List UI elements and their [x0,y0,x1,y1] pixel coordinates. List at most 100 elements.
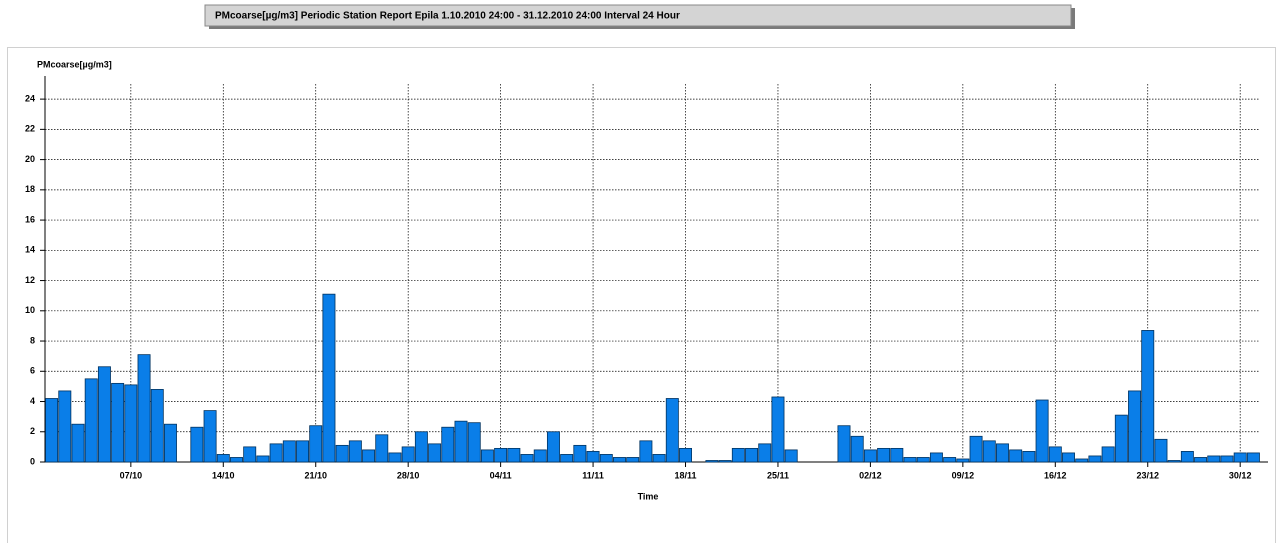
bar [771,396,785,463]
bar [137,354,151,463]
bar [507,447,521,463]
bar [613,457,626,463]
bar [71,423,85,463]
bar [97,366,111,463]
bar [243,446,257,463]
bar [1180,451,1194,463]
bar [1062,452,1075,463]
bar [111,382,125,463]
chart-title: PMcoarse[µg/m3] Periodic Station Report … [215,11,680,22]
bar [1141,330,1155,463]
bar [969,435,983,463]
bar [731,447,745,463]
bar [718,460,732,463]
bar [546,431,560,463]
bar [916,457,930,463]
bar [573,444,587,463]
bar [586,451,600,463]
bar [533,449,547,463]
x-tick-label: 16/12 [1044,470,1067,480]
y-tick-label: 2 [30,426,35,436]
bar [943,457,957,463]
bar [1088,455,1102,463]
bar [84,378,98,463]
bar [335,444,349,463]
x-axis-label: Time [638,491,659,501]
bar [124,384,138,463]
bar [837,425,851,463]
bar [282,440,296,463]
bar [467,422,481,463]
bar [428,443,442,463]
bar [401,446,415,463]
bar [230,457,243,463]
x-tick-label: 11/11 [582,470,604,480]
bar [1194,457,1208,463]
bar [309,425,323,463]
bar [1048,446,1062,463]
x-tick-label: 21/10 [304,470,327,480]
bar [995,443,1009,463]
bar [216,454,230,463]
bar [890,447,904,463]
y-tick-label: 10 [25,305,35,315]
y-tick-label: 14 [25,245,35,255]
y-tick-label: 20 [25,154,35,164]
bar [1233,452,1247,463]
bar [679,447,692,463]
bar [863,449,877,463]
x-tick-label: 18/11 [675,470,697,480]
bar [1154,438,1168,463]
x-tick-label: 04/11 [490,470,512,480]
y-tick-label: 18 [25,184,35,194]
bar [850,435,864,463]
bar [1022,451,1036,463]
y-tick-label: 12 [25,275,35,285]
bar [929,452,943,463]
title-box [204,4,1072,27]
x-tick-label: 30/12 [1229,470,1252,480]
y-tick-label: 16 [25,214,35,224]
x-tick-label: 07/10 [120,470,143,480]
bar [441,426,455,463]
bar [296,440,310,463]
bar [705,460,719,463]
bar [1246,452,1260,463]
bar [190,426,204,463]
bar [1220,455,1234,463]
bar [903,457,917,463]
bar [1009,449,1023,463]
bar [1128,390,1142,463]
bar [652,454,666,463]
bar [494,447,508,463]
bar [520,454,534,463]
bar [1101,446,1115,463]
bar [388,452,402,463]
bar [784,449,798,463]
bar [599,454,613,463]
bar [58,390,72,463]
bar [269,443,283,463]
bar [348,440,362,463]
bar [758,443,772,463]
bar [1114,414,1128,463]
bar [560,454,574,463]
x-tick-label: 02/12 [859,470,882,480]
bar [1167,460,1181,463]
y-tick-label: 4 [30,396,35,406]
bar [150,389,164,463]
y-tick-label: 0 [30,456,35,466]
bar [163,423,177,463]
bar [1075,458,1089,463]
y-tick-label: 22 [25,124,35,134]
chart-panel [7,47,1276,548]
x-tick-label: 28/10 [397,470,420,480]
bar [454,420,468,463]
bar [626,457,640,463]
bar [982,440,996,463]
bar [1207,455,1221,463]
bar [665,398,679,463]
bar [639,440,653,463]
bar [375,434,389,463]
